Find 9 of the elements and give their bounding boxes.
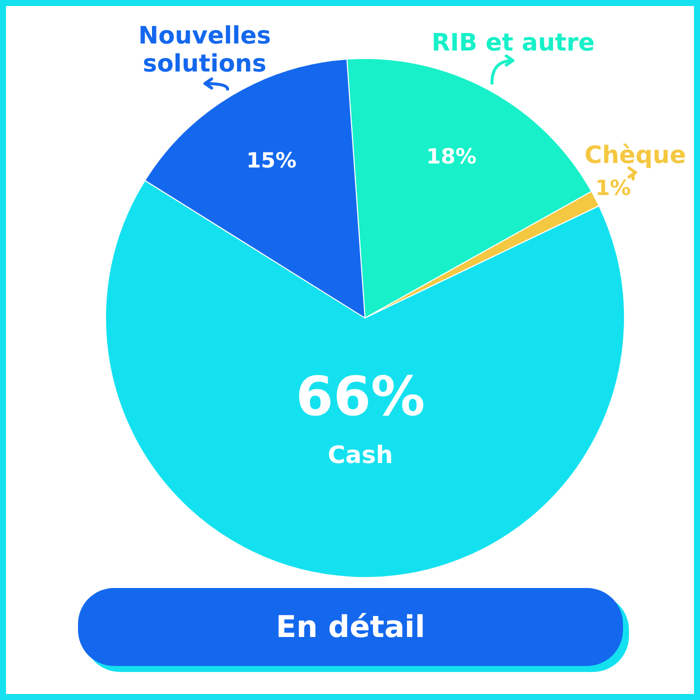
slice-label: Chèque: [584, 141, 686, 170]
slice-label: Cash: [328, 441, 393, 470]
data-label: 1%: [595, 176, 631, 200]
text: En détail: [78, 588, 623, 666]
data-label: 66%: [296, 364, 425, 428]
data-label: 15%: [246, 148, 297, 173]
slice-label: Nouvelles solutions: [138, 21, 271, 78]
data-label: 18%: [426, 144, 477, 169]
slice-label: RIB et autre: [432, 28, 595, 56]
